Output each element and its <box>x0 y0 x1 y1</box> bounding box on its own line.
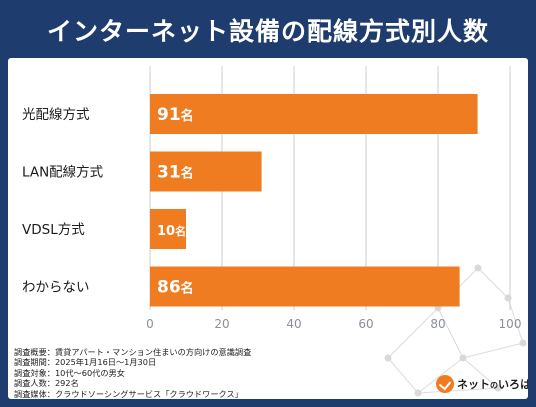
network-link <box>437 307 464 359</box>
chart-title: インターネット設備の配線方式別人数 <box>46 17 489 46</box>
value-label: 91名 <box>157 105 194 125</box>
network-link <box>417 387 499 394</box>
network-node <box>474 264 482 272</box>
brand-logo: ネットのいろは <box>436 374 528 394</box>
network-node <box>459 354 467 362</box>
bars <box>150 94 478 307</box>
brand-name: ネットのいろは <box>457 378 528 391</box>
tick-labels: 0 20 40 60 80 100 <box>146 317 521 331</box>
category-label: わからない <box>22 280 90 296</box>
bar <box>150 94 478 134</box>
network-node <box>384 354 392 362</box>
network-link <box>387 357 419 394</box>
x-tick-label: 20 <box>214 317 229 331</box>
value-label: 10名 <box>157 224 186 239</box>
value-label: 86名 <box>157 278 194 298</box>
survey-footnote: 調査概要：賃貸アパート・マンション住まいの方向けの意識調査 調査期間：2025年… <box>14 347 251 399</box>
footnote-line: 調査人数：292名 <box>14 378 79 389</box>
checkmark-circle-icon <box>436 375 454 393</box>
network-node <box>494 384 502 392</box>
bar <box>150 266 460 307</box>
category-label: 光配線方式 <box>22 107 90 123</box>
footnote-line: 調査対象：10代～60代の男女 <box>14 367 125 378</box>
value-label: 31名 <box>157 163 194 183</box>
network-link <box>462 342 524 359</box>
x-tick-label: 40 <box>286 317 301 331</box>
category-label: VDSL方式 <box>22 222 85 238</box>
bar <box>150 151 262 192</box>
value-labels: 91名 31名 10名 86名 <box>157 105 194 298</box>
network-link <box>477 267 509 299</box>
category-label: LAN配線方式 <box>22 165 104 181</box>
bar <box>150 209 186 249</box>
footnote-line: 調査媒体：クラウドソーシングサービス「クラウドワークス」 <box>14 388 243 399</box>
network-node <box>519 339 527 347</box>
x-tick-label: 100 <box>499 317 522 331</box>
network-node <box>414 389 422 397</box>
x-tick-label: 60 <box>358 317 373 331</box>
chart-card: 光配線方式 LAN配線方式 VDSL方式 わからない 91名 31名 10名 86名 0 20… <box>8 58 528 399</box>
network-link <box>462 357 499 389</box>
x-tick-label: 0 <box>146 317 154 331</box>
network-link <box>387 307 439 359</box>
x-tick-label: 80 <box>430 317 445 331</box>
footnote-line: 調査期間：2025年1月16日～1月30日 <box>14 357 157 368</box>
footnote-line: 調査概要：賃貸アパート・マンション住まいの方向けの意識調査 <box>14 347 252 357</box>
